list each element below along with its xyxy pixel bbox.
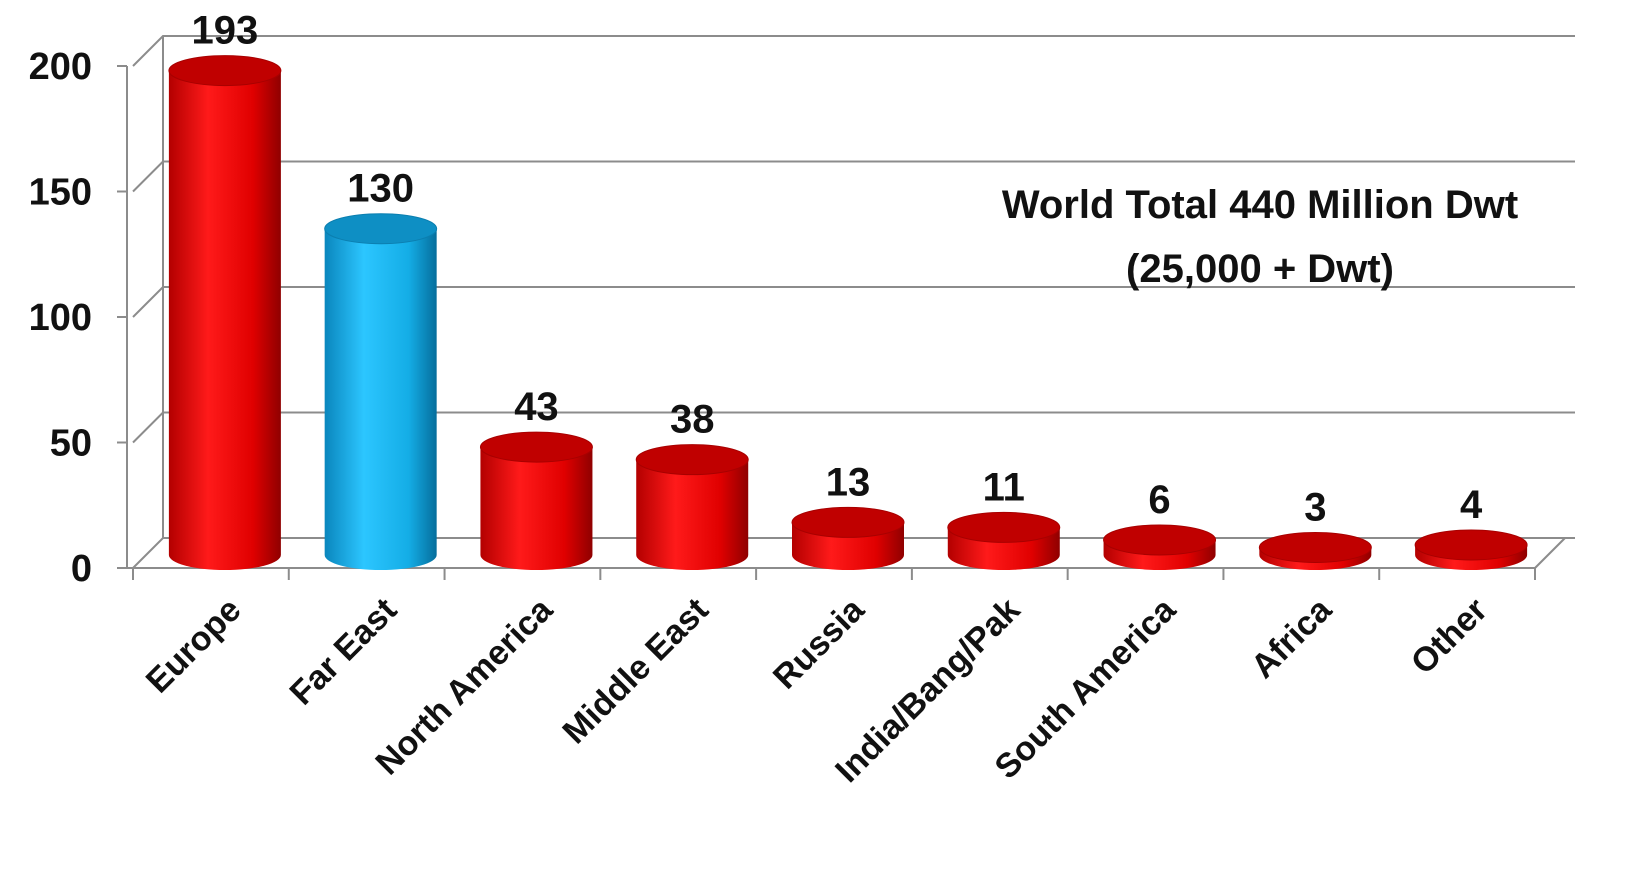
- bar-top: [1414, 529, 1528, 561]
- bar: [1414, 529, 1528, 571]
- floor-edge: [1534, 537, 1566, 569]
- bar-top: [791, 506, 905, 538]
- bar: [324, 213, 438, 571]
- y-tick-label: 0: [71, 548, 92, 590]
- gridlines: [132, 35, 1575, 569]
- category-label: Europe: [139, 591, 249, 701]
- bar-top: [324, 213, 438, 245]
- bar: [791, 506, 905, 570]
- bars: [168, 55, 1528, 571]
- bar-body: [480, 447, 593, 571]
- category-label: Africa: [1244, 590, 1340, 686]
- bar: [947, 511, 1061, 570]
- annotation: World Total 440 Million Dwt (25,000 + Dw…: [1002, 183, 1518, 291]
- data-label: 4: [1460, 483, 1483, 527]
- gridline: [132, 35, 1575, 67]
- data-label: 6: [1148, 478, 1170, 522]
- data-label: 130: [347, 167, 414, 211]
- data-label: 13: [826, 460, 871, 504]
- gridline: [132, 411, 1575, 444]
- category-label: Middle East: [555, 591, 715, 751]
- category-label: Russia: [766, 590, 872, 696]
- bar: [479, 431, 593, 571]
- annotation-line-2: (25,000 + Dwt): [1126, 247, 1394, 291]
- data-label: 38: [670, 398, 715, 442]
- bar: [168, 55, 282, 570]
- bar-top: [168, 55, 282, 87]
- bar: [635, 444, 749, 571]
- y-tick-label: 200: [29, 46, 92, 88]
- bar-body: [168, 70, 281, 570]
- y-tick-label: 50: [50, 423, 92, 465]
- data-label: 193: [192, 9, 259, 53]
- y-tick-label: 100: [29, 297, 92, 339]
- gridline: [132, 286, 1575, 318]
- bar-top: [1258, 531, 1372, 563]
- bar-body: [636, 459, 749, 571]
- bar-top: [635, 444, 749, 476]
- bar: [1103, 524, 1217, 571]
- data-label: 11: [983, 465, 1025, 509]
- category-label: Other: [1404, 591, 1495, 682]
- data-label: 3: [1304, 485, 1326, 529]
- bar-body: [324, 228, 437, 571]
- bar-top: [947, 511, 1061, 543]
- y-tick-labels: 0 50 100 150 200: [29, 46, 92, 590]
- data-label: 43: [514, 385, 559, 429]
- y-tick-label: 150: [29, 172, 92, 214]
- annotation-line-1: World Total 440 Million Dwt: [1002, 183, 1518, 227]
- category-label: Far East: [283, 591, 405, 713]
- data-labels: 193 130 43 38 13 11 6 3 4: [192, 9, 1483, 530]
- bar-top: [1103, 524, 1217, 556]
- bar: [1258, 531, 1372, 571]
- bar-top: [479, 431, 593, 463]
- gridline: [132, 160, 1575, 193]
